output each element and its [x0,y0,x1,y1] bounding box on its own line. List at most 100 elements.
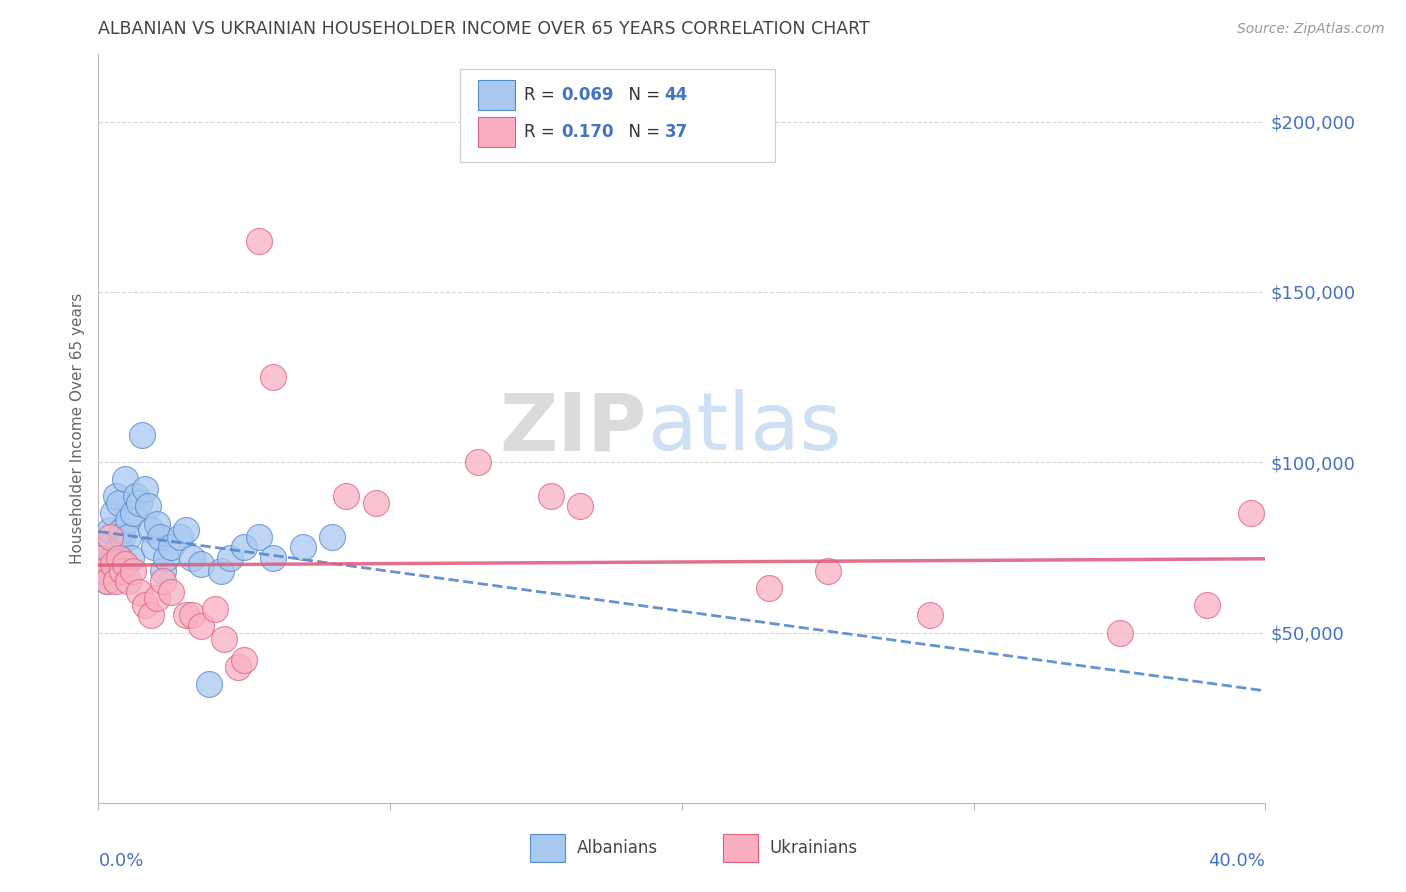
Point [247,530,270,544]
Point [169,530,191,544]
Text: 37: 37 [665,123,688,141]
Text: ALBANIAN VS UKRAINIAN HOUSEHOLDER INCOME OVER 65 YEARS CORRELATION CHART: ALBANIAN VS UKRAINIAN HOUSEHOLDER INCOME… [98,21,870,38]
Point [104,489,127,503]
Text: Source: ZipAtlas.com: Source: ZipAtlas.com [1237,22,1385,37]
FancyBboxPatch shape [723,833,758,862]
Point [117,530,139,544]
Point [101,550,124,565]
Point [111,524,134,538]
Y-axis label: Householder Income Over 65 years: Householder Income Over 65 years [70,293,86,564]
Point [198,676,221,690]
Point [101,506,124,520]
Point [104,574,127,589]
FancyBboxPatch shape [460,69,775,162]
Point [817,564,839,578]
Point [128,584,150,599]
Point [139,608,162,623]
Point [142,541,165,555]
Point [180,550,202,565]
Point [212,632,235,647]
Point [93,564,115,578]
Point [149,530,172,544]
Point [98,558,121,572]
Point [467,455,489,469]
Text: R =: R = [524,123,561,141]
Point [128,496,150,510]
Point [122,506,145,520]
Point [120,550,142,565]
Point [111,564,134,578]
Point [174,524,197,538]
Point [155,550,177,565]
Point [139,524,162,538]
Point [758,581,780,595]
Point [233,653,256,667]
Point [108,550,131,565]
Point [125,489,148,503]
Point [101,558,124,572]
Point [96,574,118,589]
Point [174,608,197,623]
FancyBboxPatch shape [478,79,515,110]
Point [262,370,284,384]
Point [98,524,121,538]
Point [114,472,136,486]
Point [233,541,256,555]
Text: 0.069: 0.069 [562,86,614,103]
Point [96,541,118,555]
Point [122,564,145,578]
Point [90,550,112,565]
Text: 44: 44 [665,86,688,103]
Point [134,483,156,497]
Point [111,530,134,544]
Text: atlas: atlas [647,389,841,467]
Point [152,574,174,589]
Point [108,496,131,510]
Point [1108,625,1130,640]
Point [218,550,240,565]
Text: Albanians: Albanians [576,838,658,856]
Point [160,541,183,555]
Text: N =: N = [617,86,665,103]
Point [247,234,270,248]
Text: Ukrainians: Ukrainians [769,838,858,856]
Text: ZIP: ZIP [499,389,647,467]
FancyBboxPatch shape [530,833,565,862]
Point [1195,599,1218,613]
Point [568,500,591,514]
Text: R =: R = [524,86,561,103]
Point [114,558,136,572]
Point [96,574,118,589]
Point [190,558,212,572]
Point [108,541,131,555]
Point [146,516,169,531]
Point [364,496,387,510]
Text: N =: N = [617,123,665,141]
Point [321,530,343,544]
Point [335,489,357,503]
Text: 40.0%: 40.0% [1209,852,1265,870]
Point [152,564,174,578]
FancyBboxPatch shape [478,117,515,147]
Point [98,530,121,544]
Text: 0.170: 0.170 [562,123,614,141]
Point [104,564,127,578]
Text: 0.0%: 0.0% [98,852,143,870]
Point [540,489,562,503]
Point [262,550,284,565]
Point [114,558,136,572]
Point [146,591,169,606]
Point [90,550,112,565]
Point [136,500,159,514]
Point [180,608,202,623]
Point [291,541,314,555]
Point [228,659,250,673]
Point [131,428,153,442]
Point [190,618,212,632]
Point [117,574,139,589]
Point [160,584,183,599]
Point [117,513,139,527]
Point [93,564,115,578]
Point [134,599,156,613]
Point [209,564,232,578]
